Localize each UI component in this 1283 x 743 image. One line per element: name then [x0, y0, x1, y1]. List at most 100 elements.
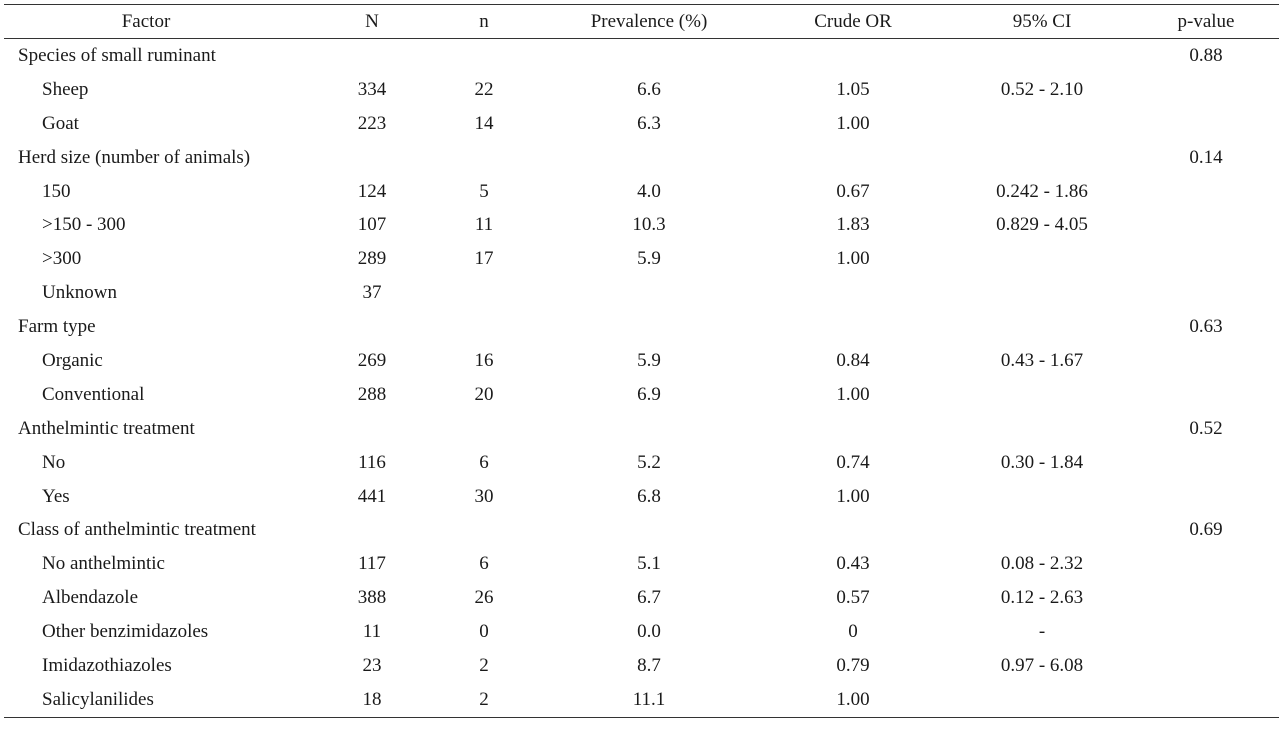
cell-n: 6: [479, 553, 489, 575]
table-row: Imidazothiazoles 23 2 8.7 0.79 0.97 - 6.08: [4, 649, 1279, 683]
cell-p-value: 0.52: [1189, 417, 1223, 439]
cell-crude-or: 0.79: [836, 654, 870, 676]
cell-N: 37: [362, 282, 382, 304]
cell-factor: Goat: [42, 112, 79, 134]
table-row: >300 289 17 5.9 1.00: [4, 242, 1279, 276]
table-row: Conventional 288 20 6.9 1.00: [4, 378, 1279, 412]
table-row: Sheep 334 22 6.6 1.05 0.52 - 2.10: [4, 73, 1279, 107]
table-body: Species of small ruminant 0.88 Sheep 334 22 6…: [4, 39, 1279, 717]
group-row: Species of small ruminant 0.88: [4, 39, 1279, 73]
header-factor: Factor: [121, 10, 171, 32]
table-row: Goat 223 14 6.3 1.00: [4, 107, 1279, 141]
cell-factor: >300: [42, 248, 82, 270]
table-row: No 116 6 5.2 0.74 0.30 - 1.84: [4, 446, 1279, 480]
cell-N: 117: [358, 553, 386, 575]
cell-prevalence: 6.3: [637, 112, 661, 134]
cell-N: 289: [357, 248, 387, 270]
cell-p-value: 0.88: [1189, 44, 1223, 66]
cell-crude-or: 0.84: [836, 349, 870, 371]
cell-factor: Other benzimidazoles: [42, 621, 209, 643]
cell-95ci: 0.829 - 4.05: [996, 214, 1088, 236]
cell-N: 388: [357, 587, 387, 609]
cell-95ci: 0.97 - 6.08: [1000, 654, 1084, 676]
group-row: Farm type 0.63: [4, 310, 1279, 344]
cell-factor: Conventional: [42, 383, 145, 405]
cell-crude-or: 1.00: [836, 112, 870, 134]
cell-crude-or: 0: [848, 621, 858, 643]
cell-N: 11: [362, 621, 382, 643]
group-row: Herd size (number of animals) 0.14: [4, 141, 1279, 175]
cell-crude-or: 0.67: [836, 180, 870, 202]
cell-p-value: 0.69: [1189, 519, 1223, 541]
cell-95ci: 0.12 - 2.63: [1000, 587, 1084, 609]
bottom-rule: [4, 716, 1279, 718]
cell-factor: Unknown: [42, 282, 117, 304]
cell-factor: Farm type: [18, 316, 96, 338]
cell-95ci: 0.08 - 2.32: [1000, 553, 1084, 575]
table-row: Albendazole 388 26 6.7 0.57 0.12 - 2.63: [4, 581, 1279, 615]
cell-95ci: 0.43 - 1.67: [1000, 349, 1084, 371]
cell-N: 116: [358, 451, 386, 473]
cell-crude-or: 1.00: [836, 688, 870, 710]
cell-N: 124: [357, 180, 387, 202]
cell-prevalence: 11.1: [632, 688, 666, 710]
cell-n: 2: [479, 688, 489, 710]
cell-prevalence: 6.7: [637, 587, 661, 609]
cell-crude-or: 0.43: [836, 553, 870, 575]
table-row: 150 124 5 4.0 0.67 0.242 - 1.86: [4, 175, 1279, 209]
cell-95ci: 0.242 - 1.86: [996, 180, 1088, 202]
cell-n: 22: [474, 78, 494, 100]
cell-95ci: 0.52 - 2.10: [1000, 78, 1084, 100]
cell-crude-or: 1.00: [836, 485, 870, 507]
cell-p-value: 0.14: [1189, 146, 1223, 168]
cell-factor: Sheep: [42, 78, 89, 100]
cell-crude-or: 1.05: [836, 78, 870, 100]
cell-factor: Imidazothiazoles: [42, 654, 172, 676]
table-row: No anthelmintic 117 6 5.1 0.43 0.08 - 2.32: [4, 547, 1279, 581]
table-row: Organic 269 16 5.9 0.84 0.43 - 1.67: [4, 344, 1279, 378]
header-rule: [4, 38, 1279, 39]
cell-factor: No anthelmintic: [42, 553, 165, 575]
cell-n: 0: [479, 621, 489, 643]
cell-prevalence: 5.9: [637, 349, 661, 371]
cell-n: 16: [474, 349, 494, 371]
cell-p-value: 0.63: [1189, 316, 1223, 338]
cell-n: 11: [474, 214, 494, 236]
cell-n: 6: [479, 451, 489, 473]
cell-n: 5: [479, 180, 489, 202]
cell-factor: Salicylanilides: [42, 688, 154, 710]
cell-n: 20: [474, 383, 494, 405]
cell-95ci: 0.30 - 1.84: [1000, 451, 1084, 473]
cell-prevalence: 0.0: [637, 621, 661, 643]
cell-factor: >150 - 300: [42, 214, 126, 236]
header-crude-or: Crude OR: [814, 10, 892, 32]
cell-prevalence: 5.2: [637, 451, 661, 473]
header-N: N: [365, 10, 379, 32]
cell-prevalence: 8.7: [637, 654, 661, 676]
cell-prevalence: 6.6: [637, 78, 661, 100]
cell-prevalence: 6.9: [637, 383, 661, 405]
cell-N: 269: [357, 349, 387, 371]
cell-N: 288: [357, 383, 387, 405]
cell-n: 17: [474, 248, 494, 270]
cell-N: 441: [357, 485, 387, 507]
cell-crude-or: 0.74: [836, 451, 870, 473]
table-row: >150 - 300 107 11 10.3 1.83 0.829 - 4.05: [4, 208, 1279, 242]
cell-prevalence: 5.9: [637, 248, 661, 270]
cell-n: 26: [474, 587, 494, 609]
table-row: Other benzimidazoles 11 0 0.0 0 -: [4, 615, 1279, 649]
cell-prevalence: 6.8: [637, 485, 661, 507]
cell-n: 2: [479, 654, 489, 676]
cell-crude-or: 1.00: [836, 248, 870, 270]
cell-crude-or: 1.00: [836, 383, 870, 405]
cell-crude-or: 1.83: [836, 214, 870, 236]
cell-95ci: -: [1038, 621, 1046, 643]
cell-N: 23: [362, 654, 382, 676]
header-p-value: p-value: [1177, 10, 1235, 32]
cell-prevalence: 5.1: [637, 553, 661, 575]
cell-n: 14: [474, 112, 494, 134]
cell-prevalence: 10.3: [632, 214, 666, 236]
cell-factor: Organic: [42, 349, 103, 371]
cell-factor: Species of small ruminant: [18, 44, 216, 66]
cell-crude-or: 0.57: [836, 587, 870, 609]
